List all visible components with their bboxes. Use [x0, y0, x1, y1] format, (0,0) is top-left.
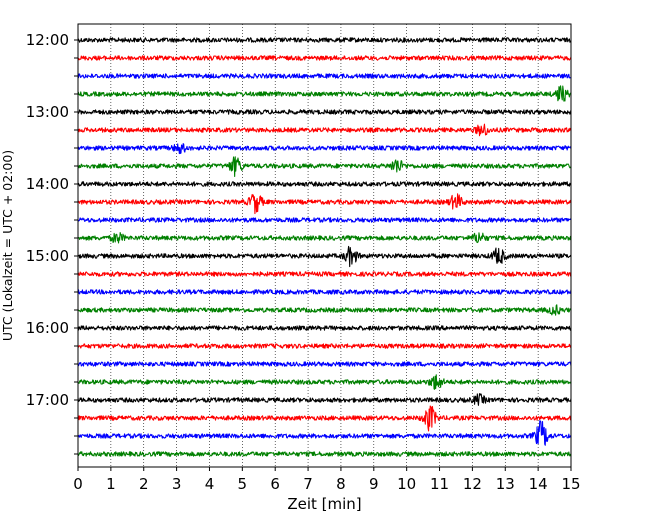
x-tick-label: 3 — [172, 475, 182, 493]
trace-1545 — [77, 304, 572, 316]
trace-1600 — [77, 325, 572, 331]
trace-1645 — [77, 374, 572, 390]
x-tick-label: 15 — [561, 475, 580, 493]
grid — [110, 24, 539, 467]
traces — [77, 37, 572, 457]
trace-1300 — [77, 109, 572, 115]
x-tick-label: 2 — [139, 475, 149, 493]
trace-1700 — [77, 393, 572, 406]
trace-1500 — [77, 245, 572, 268]
x-tick-label: 12 — [463, 475, 482, 493]
y-tick-label: 15:00 — [26, 247, 69, 265]
x-tick-label: 4 — [205, 475, 215, 493]
x-tick-label: 9 — [369, 475, 379, 493]
trace-1615 — [77, 343, 572, 349]
trace-1200 — [77, 37, 572, 43]
y-tick-label: 17:00 — [26, 391, 69, 409]
x-tick-label: 10 — [397, 475, 416, 493]
trace-1445 — [77, 232, 572, 244]
trace-1330 — [77, 143, 572, 155]
trace-1345 — [77, 156, 572, 177]
x-tick-label: 13 — [496, 475, 515, 493]
trace-1215 — [77, 55, 572, 61]
x-tick-label: 6 — [270, 475, 280, 493]
trace-1730 — [77, 420, 572, 446]
plot-frame — [77, 23, 572, 468]
x-axis: 0 1 2 3 4 5 6 7 8 9 10 11 12 13 14 15 — [73, 467, 581, 493]
x-tick-label: 5 — [238, 475, 248, 493]
trace-1230 — [77, 73, 572, 79]
x-tick-label: 0 — [73, 475, 83, 493]
x-tick-label: 8 — [336, 475, 346, 493]
trace-1430 — [77, 217, 572, 223]
trace-1745 — [77, 451, 572, 457]
y-tick-label: 13:00 — [26, 103, 69, 121]
trace-1415 — [77, 193, 572, 215]
y-axis-title: UTC (Lokalzeit = UTC + 02:00) — [0, 150, 15, 341]
trace-1530 — [77, 289, 572, 295]
trace-1245 — [77, 85, 572, 102]
x-tick-label: 1 — [106, 475, 116, 493]
x-tick-label: 7 — [303, 475, 313, 493]
x-tick-label: 11 — [430, 475, 449, 493]
trace-1715 — [77, 405, 572, 432]
trace-1400 — [77, 181, 572, 187]
y-tick-label: 16:00 — [26, 319, 69, 337]
x-tick-label: 14 — [529, 475, 548, 493]
y-axis: 12:00 13:00 14:00 15:00 16:00 17:00 — [26, 31, 78, 455]
y-tick-label: 12:00 — [26, 31, 69, 49]
trace-1630 — [77, 361, 572, 367]
y-tick-label: 14:00 — [26, 175, 69, 193]
trace-1515 — [77, 271, 572, 277]
x-axis-title: Zeit [min] — [287, 495, 361, 513]
trace-1315 — [77, 123, 572, 137]
